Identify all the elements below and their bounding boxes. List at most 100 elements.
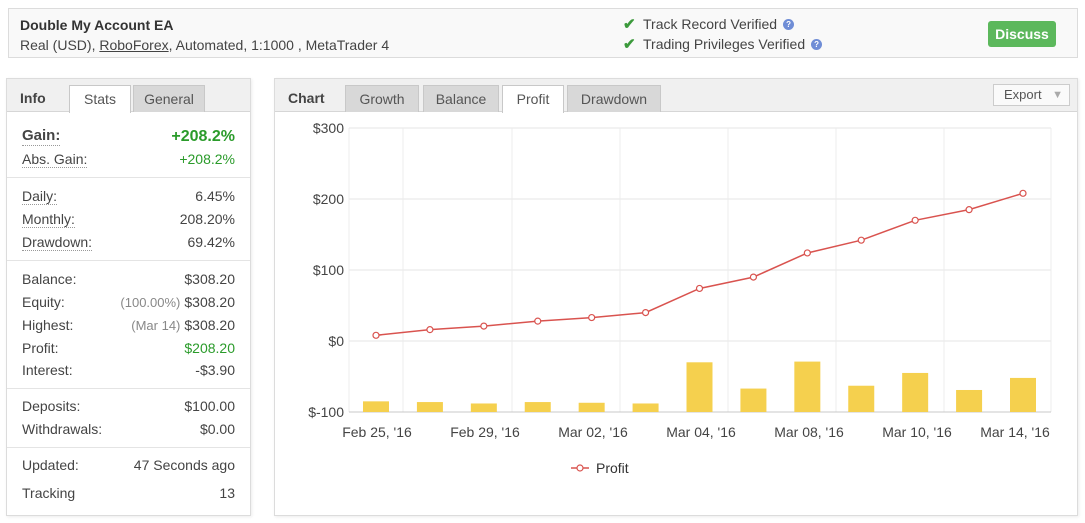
abs-gain-label: Abs. Gain: (22, 151, 88, 168)
data-point (803, 249, 811, 257)
deposits-value: $100.00 (184, 398, 235, 414)
data-point (749, 273, 758, 281)
bar (794, 361, 821, 412)
divider (7, 260, 250, 261)
equity-value: $308.20 (184, 294, 235, 310)
legend-marker (576, 464, 584, 472)
deposits-label: Deposits: (22, 398, 81, 414)
monthly-value: 208.20% (179, 211, 235, 227)
bar (632, 403, 659, 412)
bar (740, 388, 767, 412)
broker-link[interactable]: RoboForex (99, 37, 169, 53)
interest-label: Interest: (22, 362, 73, 378)
data-point (1019, 189, 1027, 197)
drawdown-label: Drawdown: (22, 234, 93, 251)
account-header: Double My Account EA Real (USD), RoboFor… (8, 8, 1078, 58)
divider (7, 388, 250, 389)
info-heading: Info (20, 90, 46, 106)
track-record-label: Track Record Verified (643, 16, 778, 32)
account-title: Double My Account EA (20, 17, 174, 33)
x-tick-label: Mar 08, '16 (774, 424, 844, 440)
stat-interest: Interest: -$3.90 (22, 362, 235, 378)
bar (1010, 377, 1036, 412)
data-point (426, 326, 434, 334)
withdrawals-value: $0.00 (199, 421, 235, 437)
tab-balance[interactable]: Balance (423, 85, 499, 112)
y-tick-label: $200 (313, 191, 344, 207)
chart-legend: Profit (571, 460, 629, 476)
balance-value: $308.20 (184, 271, 235, 287)
help-icon[interactable]: ? (783, 18, 795, 30)
bar (902, 372, 929, 412)
stat-gain: Gain: +208.2% (22, 128, 235, 146)
export-dropdown[interactable]: Export ▼ (993, 84, 1070, 106)
data-point (965, 206, 973, 214)
trading-privileges-verified: ✔ Trading Privileges Verified ? (623, 35, 823, 53)
data-point (911, 216, 919, 224)
updated-value: 47 Seconds ago (133, 457, 235, 473)
data-point (641, 309, 650, 317)
interest-value: -$3.90 (195, 362, 235, 378)
tab-general[interactable]: General (133, 85, 205, 112)
equity-percent: (100.00%) (120, 295, 181, 310)
export-label: Export (1004, 87, 1042, 102)
gain-label: Gain: (22, 127, 61, 146)
checkmark-icon: ✔ (623, 16, 636, 33)
stat-highest: Highest: (Mar 14) $308.20 (22, 317, 235, 333)
stat-balance: Balance: $308.20 (22, 271, 235, 287)
stat-daily: Daily: 6.45% (22, 188, 235, 205)
stat-profit: Profit: $208.20 (22, 340, 235, 356)
highest-label: Highest: (22, 317, 74, 333)
tab-stats[interactable]: Stats (69, 85, 131, 113)
data-point (534, 317, 542, 325)
stat-deposits: Deposits: $100.00 (22, 398, 235, 414)
bar (416, 402, 443, 412)
profit-label: Profit: (22, 340, 59, 356)
x-tick-label: Feb 29, '16 (450, 424, 520, 440)
profit-chart: $300 $200 $100 $0 $-100 Feb 25, '16 Feb 29, '… (308, 120, 1052, 476)
info-tabbar: Info Stats General (7, 79, 250, 113)
abs-gain-value: +208.2% (179, 151, 235, 167)
tab-drawdown[interactable]: Drawdown (567, 85, 661, 112)
account-subtitle: Real (USD), RoboForex, Automated, 1:1000… (20, 37, 389, 53)
withdrawals-label: Withdrawals: (22, 421, 103, 437)
data-point (695, 284, 704, 293)
x-tick-label: Mar 10, '16 (882, 424, 952, 440)
x-tick-label: Feb 25, '16 (342, 424, 412, 440)
balance-label: Balance: (22, 271, 77, 287)
caret-down-icon: ▼ (1052, 89, 1063, 101)
stat-abs-gain: Abs. Gain: +208.2% (22, 151, 235, 168)
bar (686, 362, 713, 412)
tab-profit[interactable]: Profit (502, 85, 564, 113)
bar (578, 402, 605, 412)
bar (848, 385, 875, 412)
x-tick-label: Mar 04, '16 (666, 424, 736, 440)
stat-updated: Updated: 47 Seconds ago (22, 457, 235, 473)
gain-value: +208.2% (171, 128, 235, 145)
bar (956, 389, 983, 412)
tab-growth[interactable]: Growth (345, 85, 419, 112)
x-axis-labels: Feb 25, '16 Feb 29, '16 Mar 02, '16 Mar 04,… (342, 424, 1050, 440)
discuss-button[interactable]: Discuss (988, 21, 1056, 47)
track-record-verified: ✔ Track Record Verified ? (623, 15, 795, 33)
drawdown-value: 69.42% (187, 234, 235, 250)
profit-value: $208.20 (184, 340, 235, 356)
daily-value: 6.45% (195, 188, 235, 204)
tracking-label: Tracking (22, 485, 76, 501)
highest-value: $308.20 (184, 317, 235, 333)
updated-label: Updated: (22, 457, 79, 473)
stat-tracking: Tracking 13 (22, 485, 235, 501)
bar (470, 403, 497, 412)
data-point (480, 322, 488, 330)
help-icon[interactable]: ? (811, 38, 823, 50)
chart-tabbar: Chart Growth Balance Profit Drawdown Exp… (275, 79, 1077, 113)
profit-line (375, 192, 1024, 337)
chart-heading: Chart (288, 90, 325, 106)
y-tick-label: $0 (328, 333, 344, 349)
stat-equity: Equity: (100.00%) $308.20 (22, 294, 235, 310)
bar (524, 402, 551, 412)
daily-label: Daily: (22, 188, 58, 205)
x-tick-label: Mar 14, '16 (980, 424, 1050, 440)
stat-withdrawals: Withdrawals: $0.00 (22, 421, 235, 437)
tracking-value: 13 (219, 485, 235, 501)
